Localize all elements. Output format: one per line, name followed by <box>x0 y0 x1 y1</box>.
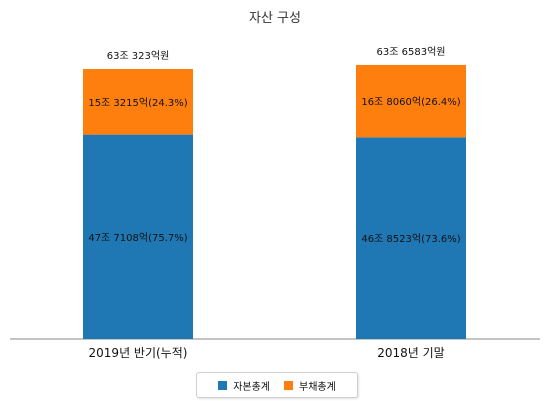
bar-segment-liabilities-0[interactable] <box>83 69 193 135</box>
legend-label-equity: 자본총계 <box>233 381 270 393</box>
total-label-1: 63조 6583억원 <box>377 46 446 58</box>
segment-label-equity-1: 46조 8523억(73.6%) <box>361 233 460 245</box>
legend: 자본총계 부채총계 <box>196 372 358 398</box>
legend-item-equity[interactable]: 자본총계 <box>218 378 270 393</box>
category-label-1: 2018년 기말 <box>377 346 444 360</box>
legend-swatch-equity <box>218 380 228 390</box>
chart-title: 자산 구성 <box>249 11 301 26</box>
segment-label-liabilities-1: 16조 8060억(26.4%) <box>361 96 460 108</box>
category-label-0: 2019년 반기(누적) <box>89 346 188 360</box>
bar-segment-equity-0[interactable] <box>83 134 193 339</box>
bar-segment-equity-1[interactable] <box>356 137 466 339</box>
bars-group: 47조 7108억(75.7%) 15조 3215억(24.3%) 63조 323억… <box>83 46 466 360</box>
legend-swatch-liabilities <box>284 380 293 390</box>
segment-label-equity-0: 47조 7108억(75.7%) <box>88 232 187 244</box>
legend-label-liabilities: 부채총계 <box>299 381 336 393</box>
total-label-0: 63조 323억원 <box>107 50 170 62</box>
bar-segment-liabilities-1[interactable] <box>356 64 466 138</box>
legend-item-liabilities[interactable]: 부채총계 <box>284 378 336 393</box>
segment-label-liabilities-0: 15조 3215억(24.3%) <box>88 97 187 109</box>
